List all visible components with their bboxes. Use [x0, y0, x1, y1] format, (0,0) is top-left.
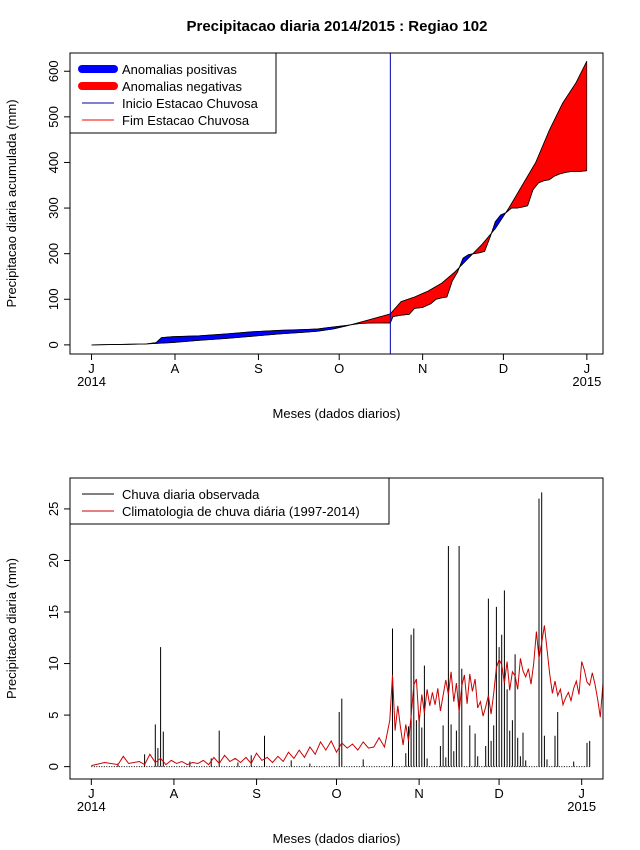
negative-anomaly-area — [350, 267, 460, 326]
plot-area — [91, 492, 604, 768]
x-tick-label: J — [88, 361, 95, 376]
y-tick-label: 20 — [46, 553, 61, 567]
legend-label: Anomalias negativas — [122, 79, 242, 94]
y-tick-label: 0 — [46, 763, 61, 770]
chart-title: Precipitacao diaria 2014/2015 : Regiao 1… — [186, 18, 487, 35]
y-tick-label: 300 — [46, 197, 61, 219]
climatology-daily-line — [91, 625, 604, 767]
y-axis-label: Precipitacao diaria (mm) — [4, 558, 19, 699]
x-tick-year-label: 2014 — [77, 374, 106, 389]
x-tick-label: D — [499, 361, 508, 376]
y-tick-label: 5 — [46, 711, 61, 718]
x-tick-label: N — [418, 361, 427, 376]
legend-label: Fim Estacao Chuvosa — [122, 113, 250, 128]
x-tick-label: S — [254, 361, 263, 376]
x-tick-label: A — [171, 361, 180, 376]
legend-box — [69, 477, 390, 525]
observed-cumulative-line — [91, 170, 587, 346]
y-tick-label: 200 — [46, 243, 61, 265]
legend-label: Climatologia de chuva diária (1997-2014) — [122, 504, 360, 519]
legend-label: Inicio Estacao Chuvosa — [122, 96, 259, 111]
y-tick-label: 0 — [46, 341, 61, 348]
x-tick-label: J — [88, 786, 95, 801]
x-tick-year-label: 2014 — [77, 799, 106, 814]
y-tick-label: 600 — [46, 60, 61, 82]
legend-label: Chuva diaria observada — [122, 487, 260, 502]
y-tick-label: 10 — [46, 656, 61, 670]
x-tick-label: N — [414, 786, 423, 801]
x-tick-label: O — [331, 786, 341, 801]
x-axis-label: Meses (dados diarios) — [273, 831, 401, 846]
y-tick-label: 15 — [46, 605, 61, 619]
y-tick-label: 100 — [46, 288, 61, 310]
x-axis-label: Meses (dados diarios) — [273, 406, 401, 421]
x-tick-year-label: 2015 — [567, 799, 596, 814]
plot-frame — [69, 52, 604, 355]
legend-label: Anomalias positivas — [122, 62, 237, 77]
x-tick-label: J — [578, 786, 585, 801]
x-tick-year-label: 2015 — [572, 374, 601, 389]
y-tick-label: 400 — [46, 152, 61, 174]
legend: Anomalias positivas Anomalias negativas In… — [69, 52, 277, 134]
y-tick-label: 25 — [46, 502, 61, 516]
x-tick-label: J — [584, 361, 591, 376]
legend: Chuva diaria observada Climatologia de ch… — [69, 477, 390, 525]
x-tick-label: O — [334, 361, 344, 376]
x-tick-label: A — [170, 786, 179, 801]
climatology-cumulative-line — [91, 61, 588, 346]
x-tick-label: S — [252, 786, 261, 801]
plot-area — [91, 53, 588, 354]
positive-anomaly-area — [91, 324, 351, 346]
y-tick-label: 500 — [46, 106, 61, 128]
y-axis-label: Precipitacao diaria acumulada (mm) — [4, 99, 19, 307]
x-tick-label: D — [494, 786, 503, 801]
